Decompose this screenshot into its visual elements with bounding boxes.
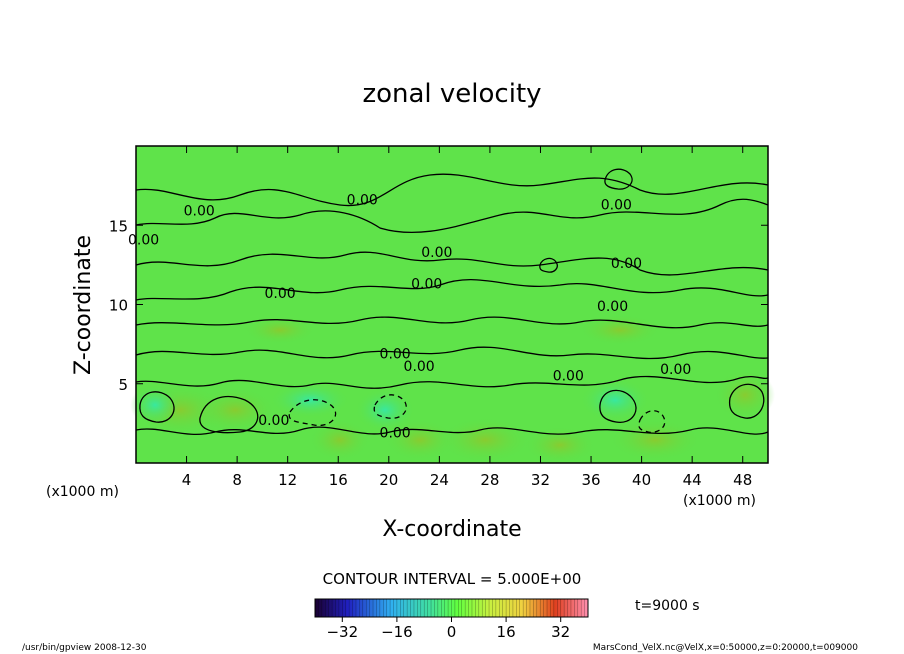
contour-line xyxy=(604,168,633,190)
contour-lines xyxy=(135,168,769,436)
plot-area: 0.000.00 0.000.000.000.000.000.000.000.00… xyxy=(109,145,775,489)
x-tick-label: 44 xyxy=(683,471,702,489)
contour-label: 0.00 xyxy=(597,299,628,315)
chart-title: zonal velocity xyxy=(362,79,541,109)
x-unit-left: (x1000 m) xyxy=(46,484,119,500)
x-axis-ticks: 4 8 12 16 20 24 28 32 36 40 44 48 xyxy=(182,146,752,489)
contour-label: 0.00 xyxy=(380,426,411,442)
colorbar-tick-label: 16 xyxy=(497,623,516,641)
contour-line-negative xyxy=(373,394,407,419)
contour-line xyxy=(199,395,259,434)
contour-label: 0.00 xyxy=(347,193,378,209)
y-axis-label: Z-coordinate xyxy=(71,235,96,375)
contour-line xyxy=(135,251,769,276)
x-tick-label: 8 xyxy=(232,471,242,489)
contour-label: 0.00 xyxy=(404,359,435,375)
field-spot xyxy=(270,382,350,418)
y-tick-label: 5 xyxy=(118,376,128,394)
x-axis-label: X-coordinate xyxy=(382,517,521,542)
contour-line xyxy=(139,391,175,423)
contour-labels: 0.000.00 0.000.000.000.000.000.000.000.00… xyxy=(128,193,691,442)
contour-label: 0.00 xyxy=(184,204,215,220)
x-tick-label: 16 xyxy=(329,471,348,489)
field-spot xyxy=(310,420,370,460)
x-tick-label: 4 xyxy=(182,471,192,489)
y-tick-label: 15 xyxy=(109,217,128,235)
contour-line xyxy=(539,257,558,273)
contour-interval: CONTOUR INTERVAL = 5.000E+00 xyxy=(323,570,582,588)
x-tick-label: 32 xyxy=(531,471,550,489)
field-spot xyxy=(610,420,700,460)
contour-line xyxy=(135,316,769,329)
colorbar-tick-label: 32 xyxy=(551,623,570,641)
x-tick-label: 36 xyxy=(581,471,600,489)
contour-line xyxy=(135,173,769,207)
field-spot xyxy=(580,378,650,422)
contour-label: 0.00 xyxy=(128,232,159,248)
contour-label: 0.00 xyxy=(660,362,691,378)
field-spot xyxy=(130,385,180,425)
contour-line-negative xyxy=(288,399,337,427)
contour-line xyxy=(135,279,769,301)
footer-left: /usr/bin/gpview 2008-12-30 xyxy=(22,643,147,653)
colorbar-tick-label: 0 xyxy=(447,623,457,641)
y-tick-label: 10 xyxy=(109,297,128,315)
time-label: t=9000 s xyxy=(635,598,700,614)
field-spot xyxy=(525,427,595,463)
contour-label: 0.00 xyxy=(601,197,632,213)
x-tick-label: 12 xyxy=(278,471,297,489)
contour-label: 0.00 xyxy=(611,256,642,272)
x-tick-label: 24 xyxy=(430,471,449,489)
colorbar-tick-label: −16 xyxy=(381,623,413,641)
x-tick-label: 48 xyxy=(733,471,752,489)
x-tick-label: 28 xyxy=(480,471,499,489)
x-tick-label: 40 xyxy=(632,471,651,489)
contour-label: 0.00 xyxy=(380,346,411,362)
field-spot xyxy=(440,418,530,462)
contour-label: 0.00 xyxy=(411,277,442,293)
contour-line-negative xyxy=(638,410,666,434)
colorbar-segments xyxy=(318,599,585,617)
x-unit-right: (x1000 m) xyxy=(683,493,756,509)
field-spot xyxy=(580,315,660,345)
field-spot xyxy=(245,316,315,344)
contour-line xyxy=(599,389,637,423)
contour-label: 0.00 xyxy=(421,245,452,261)
contour-line xyxy=(135,346,769,360)
colorbar-ticks: −32 −16 0 16 32 xyxy=(326,617,570,641)
field-spot xyxy=(355,388,415,432)
contour-line xyxy=(728,383,765,419)
contour-line xyxy=(135,375,769,389)
contour-line xyxy=(135,426,769,436)
contour-label: 0.00 xyxy=(553,369,584,385)
x-tick-label: 20 xyxy=(379,471,398,489)
y-axis-ticks: 5 10 15 xyxy=(109,217,768,394)
contour-label: 0.00 xyxy=(258,413,289,429)
footer-right: MarsCond_VelX.nc@VelX,x=0:50000,z=0:2000… xyxy=(593,643,858,653)
contour-label: 0.00 xyxy=(265,286,296,302)
colorbar-tick-label: −32 xyxy=(326,623,358,641)
contour-line xyxy=(135,198,769,234)
colorbar: −32 −16 0 16 32 xyxy=(314,598,589,641)
